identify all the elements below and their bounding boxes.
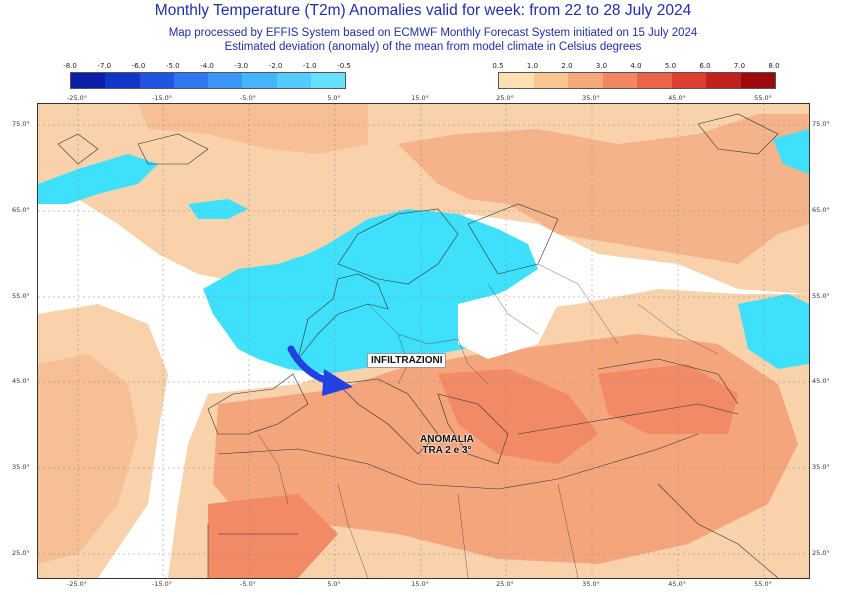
colorbar-swatch bbox=[208, 73, 243, 88]
colorbar-swatch bbox=[105, 73, 140, 88]
colorbar-tick-label: -6.0 bbox=[131, 62, 146, 70]
map-title: Monthly Temperature (T2m) Anomalies vali… bbox=[154, 2, 692, 19]
latitude-tick-label: 65.0° bbox=[812, 206, 830, 214]
colorbar-swatch bbox=[276, 73, 311, 88]
colorbar-tick-label: 0.5 bbox=[492, 62, 504, 70]
longitude-tick-label: 35.0° bbox=[582, 94, 600, 102]
longitude-tick-label: 15.0° bbox=[411, 580, 429, 588]
longitude-tick-label: 25.0° bbox=[496, 580, 514, 588]
colorbar-swatch bbox=[173, 73, 208, 88]
colorbar-tick-label: -8.0 bbox=[63, 62, 77, 70]
colorbar-swatch bbox=[71, 73, 106, 88]
latitude-tick-label: 25.0° bbox=[812, 549, 830, 557]
cool-anomaly-caspian bbox=[738, 294, 809, 369]
map-canvas bbox=[38, 104, 809, 578]
colorbar-tick-label: -3.0 bbox=[234, 62, 249, 70]
longitude-tick-label: 15.0° bbox=[411, 94, 429, 102]
annotation-anomalia-line1: ANOMALIA bbox=[420, 434, 474, 445]
longitude-tick-label: 25.0° bbox=[496, 94, 514, 102]
latitude-tick-label: 55.0° bbox=[812, 292, 830, 300]
colorbar-warm bbox=[498, 72, 776, 89]
latitude-tick-label: 35.0° bbox=[812, 463, 830, 471]
longitude-tick-label: 55.0° bbox=[754, 94, 772, 102]
cool-anomaly-iceland bbox=[38, 154, 158, 204]
map-subtitle-units: Estimated deviation (anomaly) of the mea… bbox=[224, 41, 642, 53]
longitude-tick-label: -15.0° bbox=[151, 580, 173, 588]
longitude-tick-label: -25.0° bbox=[66, 94, 88, 102]
latitude-tick-label: 75.0° bbox=[812, 120, 830, 128]
infiltration-arrow bbox=[287, 345, 353, 396]
longitude-tick-label: -15.0° bbox=[151, 94, 173, 102]
longitude-tick-label: 45.0° bbox=[668, 580, 686, 588]
latitude-tick-label: 65.0° bbox=[12, 206, 30, 214]
map-subtitle-processing: Map processed by EFFIS System based on E… bbox=[168, 27, 698, 39]
warm-anomaly-sahara bbox=[208, 494, 338, 578]
warm-anomaly-scandinavia-russia bbox=[398, 114, 809, 264]
warm-anomaly-arctic bbox=[138, 104, 368, 154]
longitude-tick-label: 45.0° bbox=[668, 94, 686, 102]
colorbar-tick-label: 4.0 bbox=[630, 62, 642, 70]
colorbar-swatch bbox=[499, 73, 534, 88]
colorbar-tick-label: 6.0 bbox=[699, 62, 711, 70]
graticule bbox=[38, 104, 809, 578]
colorbar-swatch bbox=[706, 73, 741, 88]
colorbar-swatch bbox=[602, 73, 637, 88]
annotation-anomalia-line2: TRA 2 e 3° bbox=[422, 445, 472, 456]
longitude-tick-label: 35.0° bbox=[582, 580, 600, 588]
colorbar-swatch bbox=[671, 73, 706, 88]
colorbar-tick-label: 3.0 bbox=[595, 62, 608, 70]
colorbar-tick-label: -4.0 bbox=[200, 62, 214, 70]
colorbar-tick-label: -1.0 bbox=[302, 62, 317, 70]
anomaly-map bbox=[37, 103, 810, 579]
latitude-tick-label: 75.0° bbox=[12, 120, 30, 128]
cool-anomaly-north-sea bbox=[203, 209, 538, 374]
colorbar-swatch bbox=[568, 73, 603, 88]
colorbar-swatch bbox=[533, 73, 568, 88]
longitude-tick-label: -25.0° bbox=[66, 580, 88, 588]
latitude-tick-label: 45.0° bbox=[12, 377, 30, 385]
longitude-tick-label: -5.0° bbox=[240, 580, 256, 588]
latitude-tick-label: 45.0° bbox=[812, 377, 830, 385]
longitude-tick-label: -5.0° bbox=[240, 94, 256, 102]
colorbar-swatch bbox=[139, 73, 174, 88]
colorbar-tick-label: -0.5 bbox=[337, 62, 351, 70]
colorbar-swatch bbox=[310, 73, 345, 88]
country-borders bbox=[257, 263, 719, 578]
cool-anomaly-arctic-corner bbox=[773, 129, 809, 174]
colorbar-tick-label: 2.0 bbox=[561, 62, 573, 70]
colorbar-tick-label: 8.0 bbox=[768, 62, 780, 70]
longitude-tick-label: 5.0° bbox=[327, 94, 341, 102]
warm-anomaly-balkans bbox=[438, 369, 598, 464]
colorbar-swatch bbox=[242, 73, 277, 88]
longitude-tick-label: 55.0° bbox=[754, 580, 772, 588]
colorbar-tick-label: -5.0 bbox=[165, 62, 180, 70]
colorbar-swatch bbox=[740, 73, 775, 88]
colorbar-tick-label: -2.0 bbox=[268, 62, 283, 70]
colorbar-swatch bbox=[637, 73, 672, 88]
latitude-tick-label: 25.0° bbox=[12, 549, 30, 557]
warm-anomaly-turkey bbox=[598, 364, 738, 434]
neutral-pocket-east bbox=[458, 289, 558, 359]
annotation-anomalia: ANOMALIA TRA 2 e 3° bbox=[420, 434, 474, 456]
warm-anomaly-atlantic-core bbox=[38, 354, 138, 564]
colorbar-tick-label: 1.0 bbox=[526, 62, 539, 70]
latitude-tick-label: 35.0° bbox=[12, 463, 30, 471]
colorbar-tick-label: -7.0 bbox=[97, 62, 112, 70]
annotation-infiltrazioni: INFILTRAZIONI bbox=[367, 353, 447, 368]
colorbar-tick-label: 7.0 bbox=[733, 62, 746, 70]
colorbar-cold bbox=[70, 72, 346, 89]
cool-anomaly-norway-sea bbox=[188, 199, 248, 219]
longitude-tick-label: 5.0° bbox=[327, 580, 341, 588]
colorbar-tick-label: 5.0 bbox=[664, 62, 677, 70]
latitude-tick-label: 55.0° bbox=[12, 292, 30, 300]
